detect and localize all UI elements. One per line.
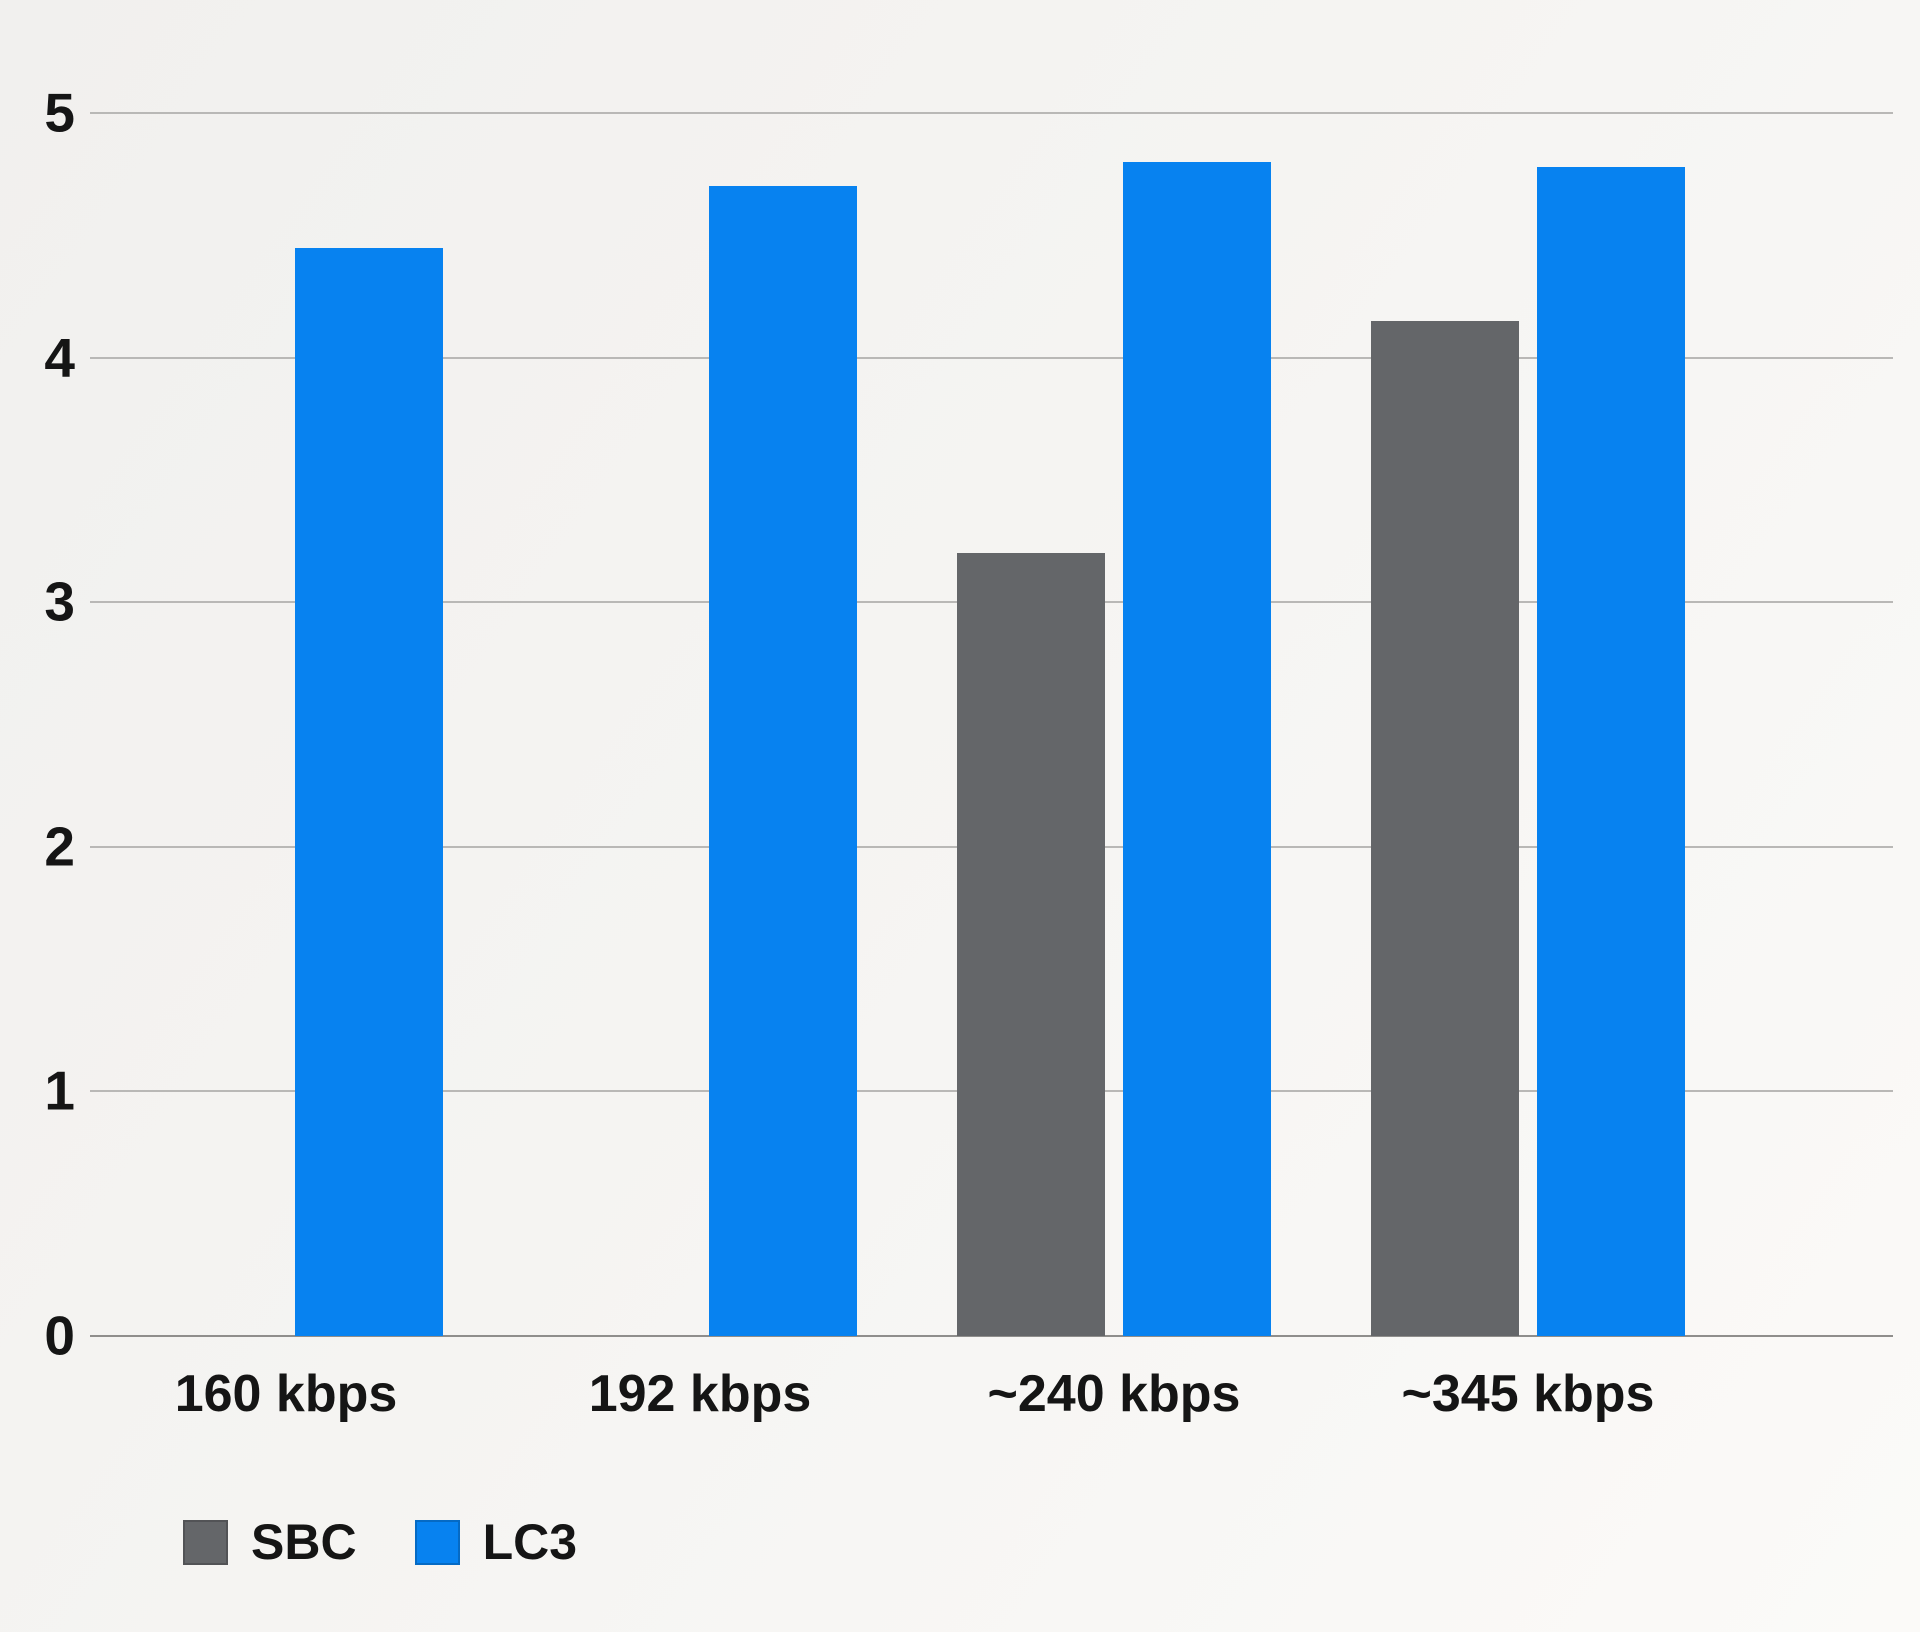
bar-sbc-345-kbps (1371, 320, 1519, 1336)
x-axis-label-240-kbps: ~240 kbps (987, 1365, 1241, 1423)
gridline-5 (90, 112, 1893, 114)
bar-lc3-192-kbps (709, 186, 857, 1336)
bar-lc3-345-kbps (1537, 166, 1685, 1336)
legend-label-sbc: SBC (251, 1514, 357, 1570)
y-tick-label-2: 2 (44, 815, 76, 878)
y-tick-label-3: 3 (44, 570, 76, 633)
legend-swatch-sbc (183, 1519, 228, 1565)
y-tick-label-1: 1 (44, 1059, 76, 1122)
legend-label-lc3: LC3 (482, 1514, 578, 1570)
legend-item-lc3: LC3 (414, 1514, 578, 1570)
gridline-4 (90, 356, 1893, 359)
gridline-0 (90, 1335, 1893, 1337)
legend-item-sbc: SBC (183, 1517, 357, 1567)
x-axis-label-160-kbps: 160 kbps (174, 1365, 398, 1423)
bar-lc3-240-kbps (1123, 161, 1271, 1336)
bar-sbc-240-kbps (957, 553, 1105, 1336)
y-tick-label-5: 5 (44, 81, 76, 144)
y-tick-label-4: 4 (44, 326, 76, 389)
x-axis-label-192-kbps: 192 kbps (588, 1365, 812, 1423)
legend-swatch-lc3 (414, 1519, 460, 1565)
legend: SBC LC3 (183, 1517, 577, 1567)
y-tick-label-0: 0 (44, 1304, 76, 1367)
bar-lc3-160-kbps (295, 247, 443, 1336)
x-axis-label-345-kbps: ~345 kbps (1401, 1365, 1655, 1423)
